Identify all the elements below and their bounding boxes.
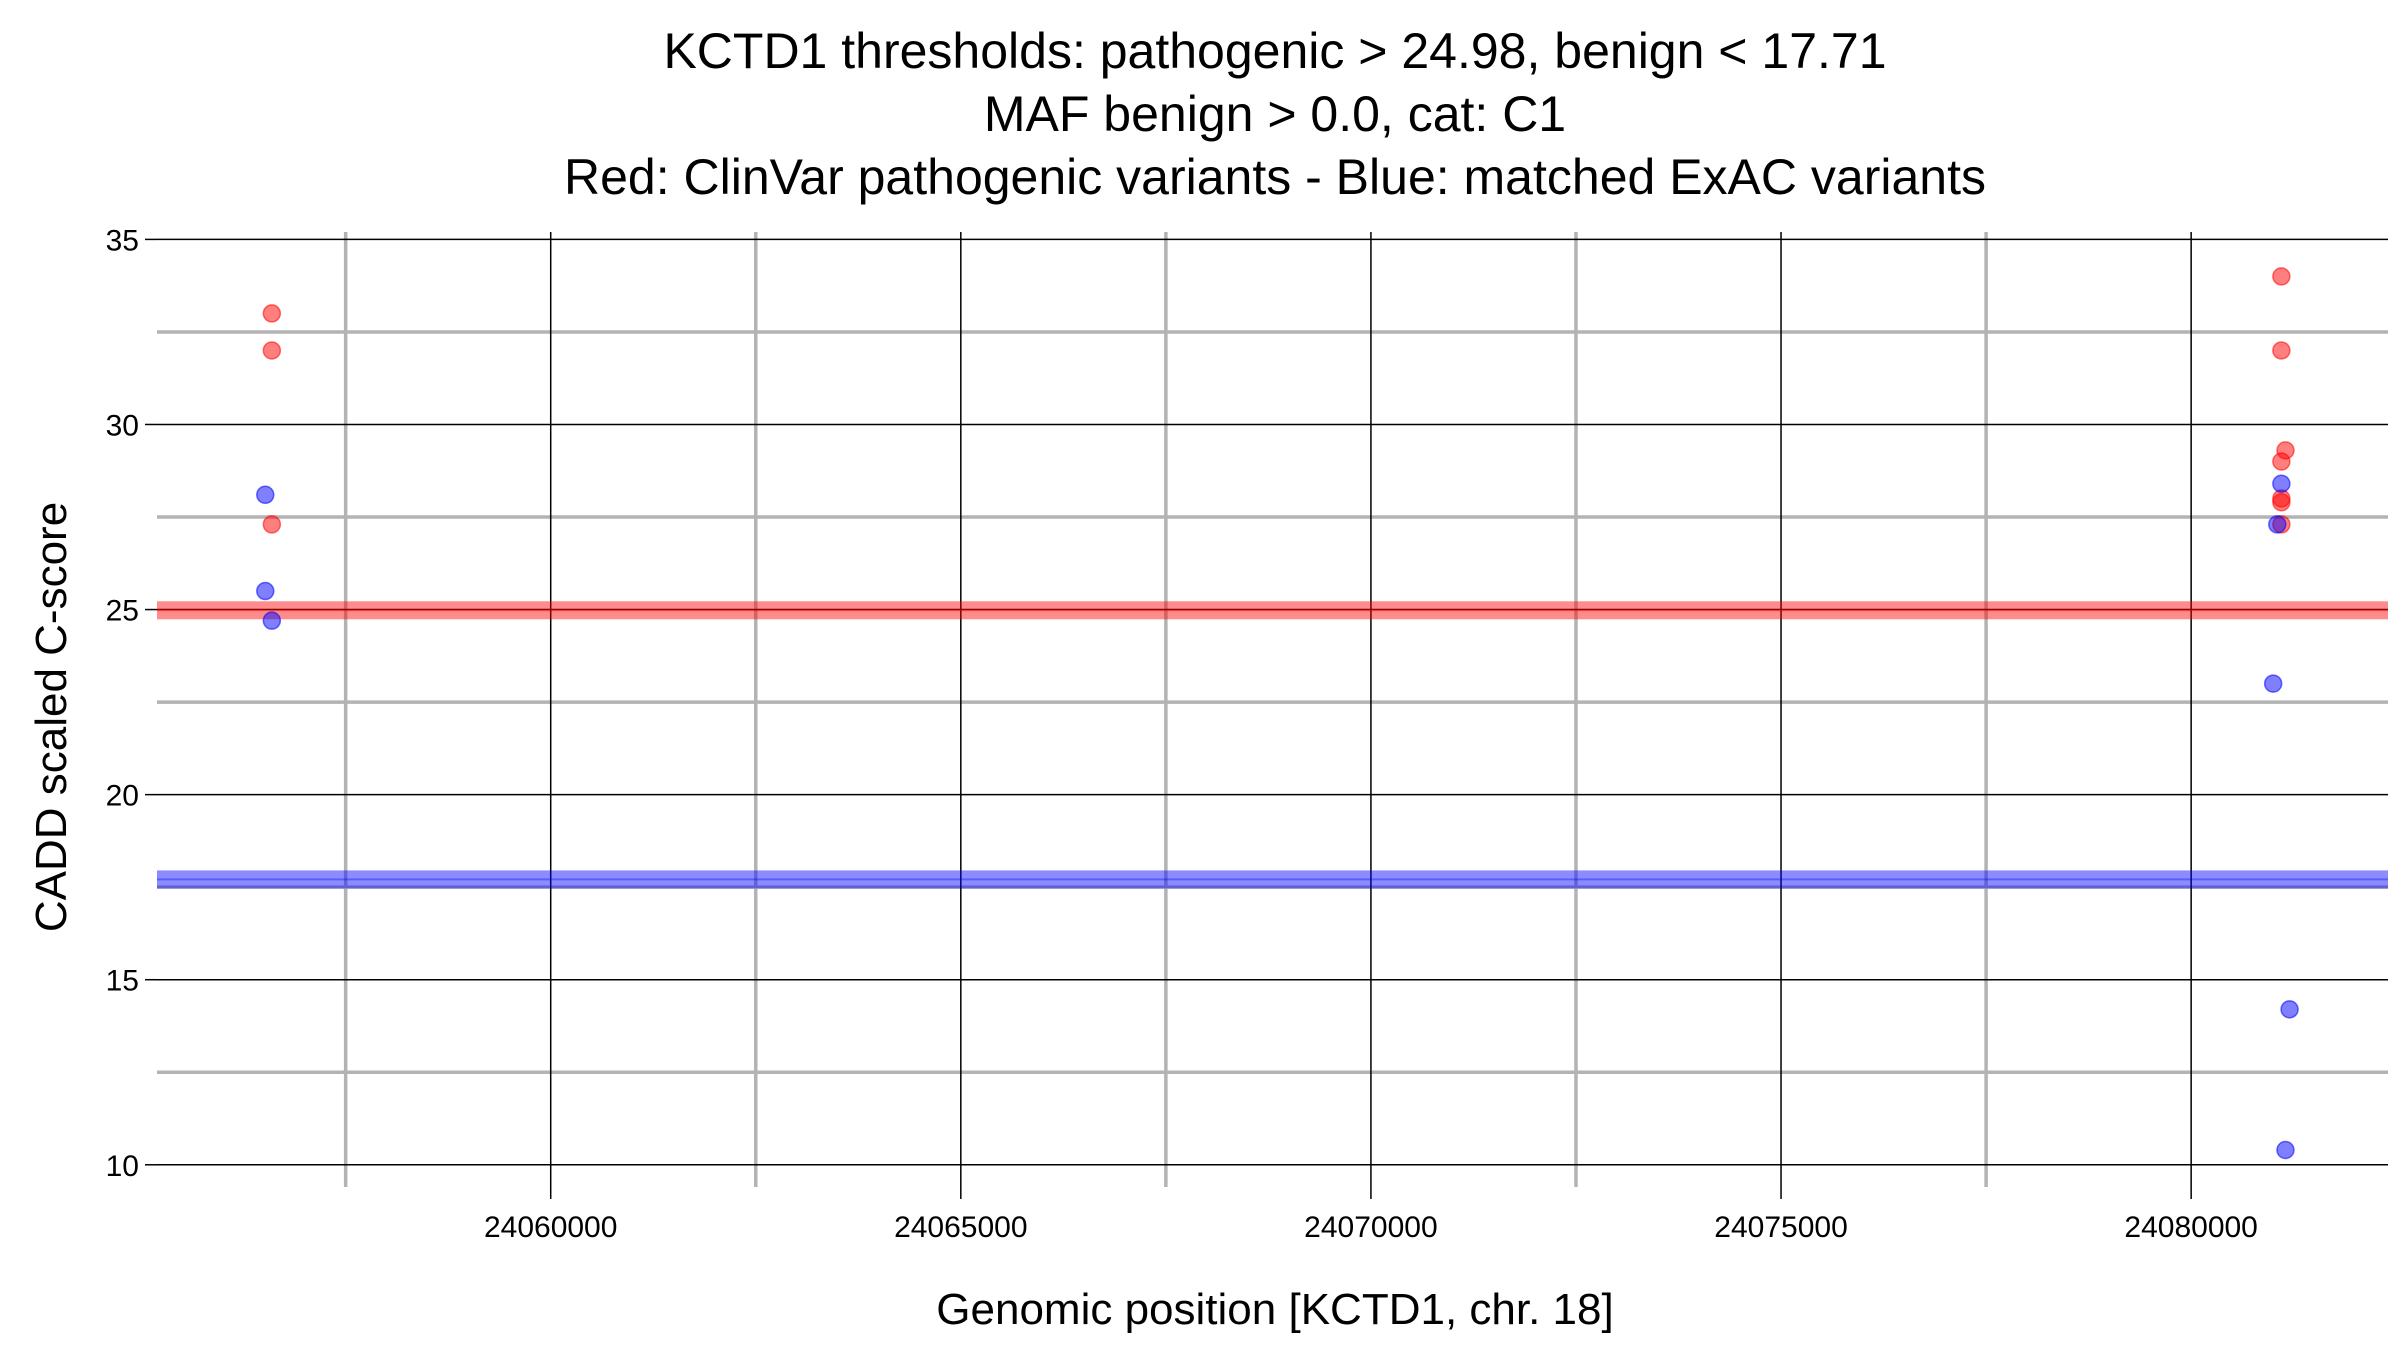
threshold-band-pathogenic	[157, 601, 2388, 620]
y-tick-label: 30	[106, 409, 139, 442]
chart-title: KCTD1 thresholds: pathogenic > 24.98, be…	[564, 23, 1986, 205]
x-tick-label: 24080000	[2124, 1211, 2257, 1244]
clinvar-pathogenic-point	[262, 304, 282, 323]
y-axis-ticks: 10 15 20 25 30 35	[106, 224, 157, 1183]
title-line-1: KCTD1 thresholds: pathogenic > 24.98, be…	[663, 23, 1886, 79]
exac-matched-point	[2276, 1140, 2295, 1160]
y-tick-label: 25	[106, 595, 139, 628]
y-tick-label: 10	[106, 1150, 139, 1183]
x-axis-label: Genomic position [KCTD1, chr. 18]	[936, 1285, 1613, 1334]
data-points	[256, 267, 2299, 1160]
title-line-2: MAF benign > 0.0, cat: C1	[984, 86, 1566, 142]
x-tick-label: 24075000	[1714, 1211, 1847, 1244]
clinvar-pathogenic-point	[2272, 452, 2291, 471]
threshold-band-benign	[157, 870, 2388, 889]
major-gridlines	[157, 232, 2388, 1187]
clinvar-pathogenic-point	[2272, 341, 2291, 360]
x-tick-label: 24070000	[1304, 1211, 1437, 1244]
clinvar-pathogenic-point	[2272, 492, 2291, 512]
y-axis-label: CADD scaled C-score	[27, 502, 76, 932]
y-tick-label: 20	[106, 780, 139, 813]
exac-matched-point	[2263, 674, 2283, 693]
clinvar-pathogenic-point	[262, 341, 282, 360]
exac-matched-point	[256, 581, 275, 601]
title-line-3: Red: ClinVar pathogenic variants - Blue:…	[564, 149, 1986, 205]
y-tick-label: 35	[106, 224, 139, 257]
x-tick-label: 24060000	[484, 1211, 617, 1244]
exac-matched-point	[256, 485, 275, 505]
clinvar-pathogenic-point	[2272, 267, 2291, 286]
exac-matched-point	[2268, 515, 2287, 534]
clinvar-pathogenic-point	[262, 515, 282, 534]
exac-matched-point	[2280, 1000, 2299, 1019]
x-tick-label: 24065000	[894, 1211, 1027, 1244]
y-tick-label: 15	[106, 965, 139, 998]
x-axis-ticks: 24060000 24065000 24070000 24075000 24080000	[484, 1187, 2258, 1244]
threshold-bands	[157, 601, 2388, 889]
exac-matched-point	[2272, 474, 2291, 493]
minor-gridlines	[157, 232, 2388, 1187]
exac-matched-point	[262, 611, 282, 630]
